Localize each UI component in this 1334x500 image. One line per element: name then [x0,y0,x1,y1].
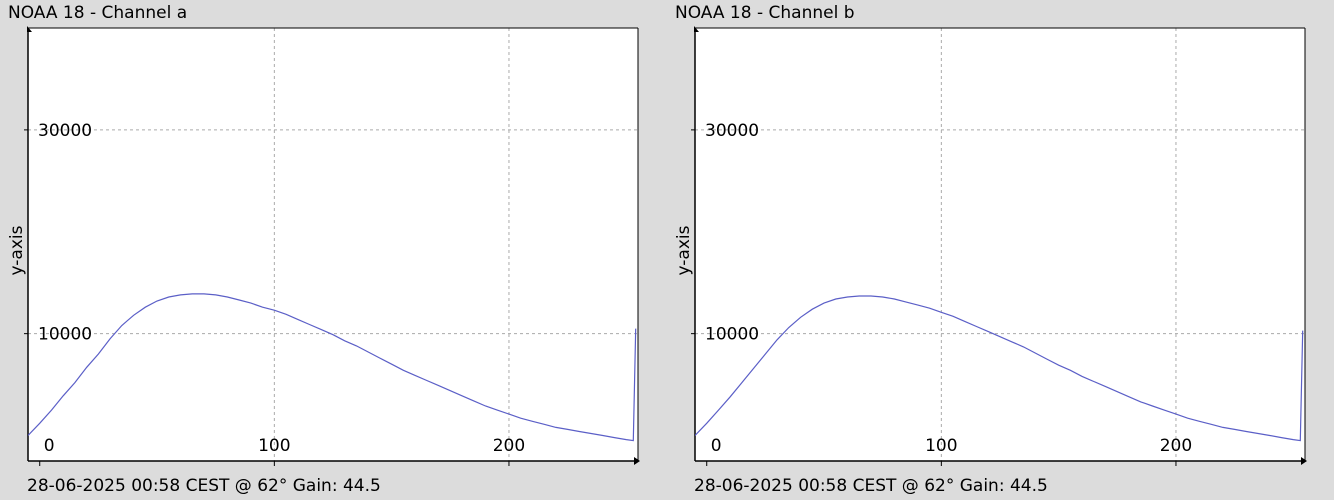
x-axis-arrow [1301,457,1307,465]
y-axis-label: y-axis [7,225,27,275]
chart-footer-info: 28-06-2025 00:58 CEST @ 62° Gain: 44.5 [694,476,1048,496]
x-tick-label: 0 [44,436,55,456]
chart-b-svg: 0 100 200 10000 30000 y-axis [674,26,1307,466]
x-tick-label: 200 [493,436,525,456]
y-tick-label: 30000 [38,121,92,141]
y-tick-label: 10000 [705,325,759,345]
chart-footer-info: 28-06-2025 00:58 CEST @ 62° Gain: 44.5 [27,476,381,496]
plot-area [695,28,1305,461]
series-line [28,293,637,442]
y-axis-label: y-axis [674,225,694,275]
x-tick-label: 100 [258,436,290,456]
chart-title: NOAA 18 - Channel b [675,3,855,23]
series-line [695,295,1304,442]
x-tick-label: 200 [1160,436,1192,456]
y-axis-arrow [27,26,32,32]
plot-area [28,28,638,461]
x-tick-label: 0 [711,436,722,456]
y-tick-label: 10000 [38,325,92,345]
x-tick-label: 100 [925,436,957,456]
y-tick-label: 30000 [705,121,759,141]
chart-panel-b: NOAA 18 - Channel b 0 100 200 10000 30000 y-a… [667,0,1334,500]
y-axis-arrow [694,26,699,32]
chart-a-svg: 0 100 200 10000 30000 y-axis [7,26,640,466]
chart-panel-a: NOAA 18 - Channel a 0 100 200 10000 30000 y-a… [7,3,640,496]
x-axis-arrow [634,457,640,465]
chart-title: NOAA 18 - Channel a [8,3,188,23]
